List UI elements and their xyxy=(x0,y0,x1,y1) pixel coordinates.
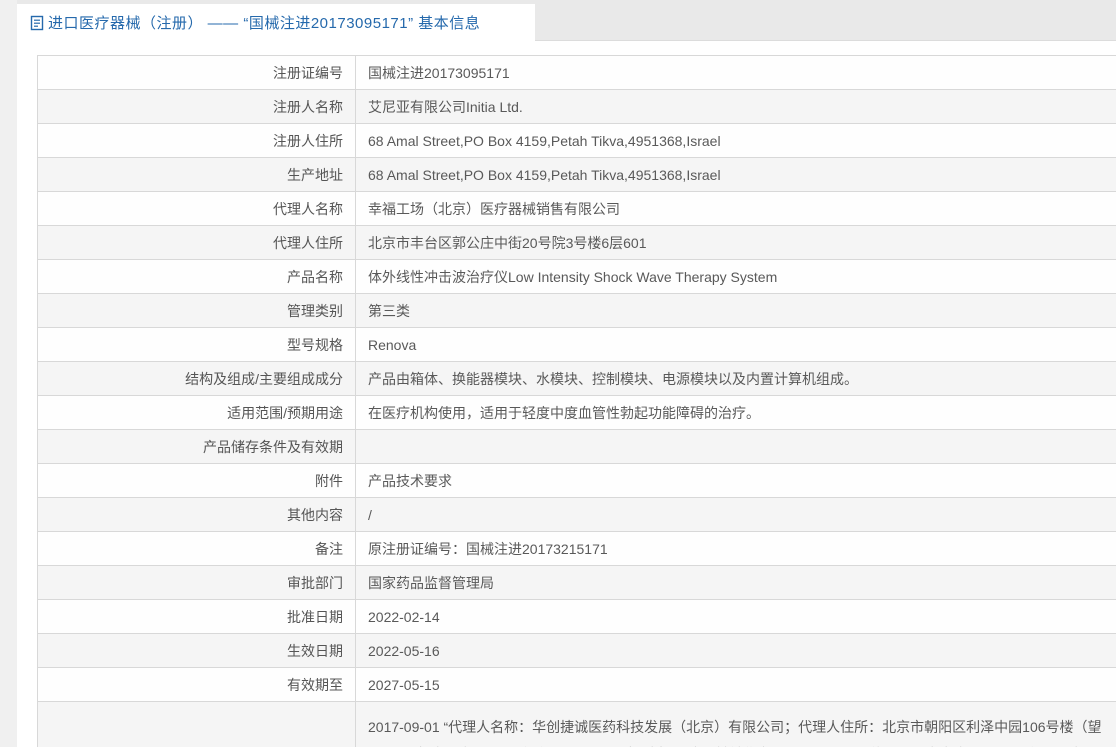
row-label: 产品储存条件及有效期 xyxy=(38,430,356,463)
page-title: 进口医疗器械（注册） —— “国械注进20173095171” 基本信息 xyxy=(48,15,481,32)
row-value: 产品由箱体、换能器模块、水模块、控制模块、电源模块以及内置计算机组成。 xyxy=(368,370,858,387)
table-row: 注册人住所 68 Amal Street,PO Box 4159,Petah T… xyxy=(38,124,1116,158)
table-row: 2017-09-01 “代理人名称：华创捷诚医药科技发展（北京）有限公司；代理人… xyxy=(38,702,1116,747)
table-row: 附件 产品技术要求 xyxy=(38,464,1116,498)
row-label: 其他内容 xyxy=(38,498,356,531)
row-value: 第三类 xyxy=(368,302,410,319)
table-row: 管理类别 第三类 xyxy=(38,294,1116,328)
row-label: 型号规格 xyxy=(38,328,356,361)
row-value: 幸福工场（北京）医疗器械销售有限公司 xyxy=(368,200,620,217)
row-label: 生效日期 xyxy=(38,634,356,667)
table-row: 批准日期 2022-02-14 xyxy=(38,600,1116,634)
row-value: 产品技术要求 xyxy=(368,472,452,489)
document-icon xyxy=(30,15,45,31)
table-row: 适用范围/预期用途 在医疗机构使用，适用于轻度中度血管性勃起功能障碍的治疗。 xyxy=(38,396,1116,430)
row-label xyxy=(38,702,356,747)
title-tab: 进口医疗器械（注册） —— “国械注进20173095171” 基本信息 xyxy=(17,4,535,41)
row-value: 2022-02-14 xyxy=(368,608,440,625)
table-row: 注册证编号 国械注进20173095171 xyxy=(38,56,1116,90)
table-row: 代理人名称 幸福工场（北京）医疗器械销售有限公司 xyxy=(38,192,1116,226)
row-value-line: 2017-09-01 “代理人名称：华创捷诚医药科技发展（北京）有限公司；代理人… xyxy=(368,719,1102,735)
table-row: 产品名称 体外线性冲击波治疗仪Low Intensity Shock Wave … xyxy=(38,260,1116,294)
row-label: 产品名称 xyxy=(38,260,356,293)
table-row: 生产地址 68 Amal Street,PO Box 4159,Petah Ti… xyxy=(38,158,1116,192)
row-value: 2022-05-16 xyxy=(368,642,440,659)
row-value: 68 Amal Street,PO Box 4159,Petah Tikva,4… xyxy=(368,166,721,183)
row-label: 结构及组成/主要组成成分 xyxy=(38,362,356,395)
table-row: 有效期至 2027-05-15 xyxy=(38,668,1116,702)
table-row: 备注 原注册证编号：国械注进20173215171 xyxy=(38,532,1116,566)
row-label: 附件 xyxy=(38,464,356,497)
row-label: 代理人名称 xyxy=(38,192,356,225)
row-label: 备注 xyxy=(38,532,356,565)
row-value: 体外线性冲击波治疗仪Low Intensity Shock Wave Thera… xyxy=(368,268,778,285)
table-row: 注册人名称 艾尼亚有限公司Initia Ltd. xyxy=(38,90,1116,124)
row-value: 艾尼亚有限公司Initia Ltd. xyxy=(368,98,523,115)
row-label: 注册人住所 xyxy=(38,124,356,157)
table-row: 结构及组成/主要组成成分 产品由箱体、换能器模块、水模块、控制模块、电源模块以及… xyxy=(38,362,1116,396)
content-panel: 注册证编号 国械注进20173095171 注册人名称 艾尼亚有限公司Initi… xyxy=(17,41,1116,747)
row-value: 68 Amal Street,PO Box 4159,Petah Tikva,4… xyxy=(368,132,721,149)
left-margin-strip xyxy=(0,0,17,747)
row-value: 在医疗机构使用，适用于轻度中度血管性勃起功能障碍的治疗。 xyxy=(368,404,760,421)
row-value: 北京市丰台区郭公庄中街20号院3号楼6层601 xyxy=(368,234,647,251)
row-label: 生产地址 xyxy=(38,158,356,191)
row-value: 2027-05-15 xyxy=(368,676,440,693)
row-label: 注册证编号 xyxy=(38,56,356,89)
row-value: 2017-09-01 “代理人名称：华创捷诚医药科技发展（北京）有限公司；代理人… xyxy=(356,702,1116,747)
table-row: 产品储存条件及有效期 xyxy=(38,430,1116,464)
row-value: Renova xyxy=(368,336,417,353)
main-area: 进口医疗器械（注册） —— “国械注进20173095171” 基本信息 注册证… xyxy=(17,0,1116,747)
row-label: 管理类别 xyxy=(38,294,356,327)
row-value-line: 区154号）”变更为“代理人名称：幸福工场（北京）医疗器械销售有限公司；代理人住… xyxy=(368,741,1110,747)
table-row: 型号规格 Renova xyxy=(38,328,1116,362)
row-value: / xyxy=(368,506,372,523)
table-row: 审批部门 国家药品监督管理局 xyxy=(38,566,1116,600)
row-value: 国械注进20173095171 xyxy=(368,64,510,81)
row-label: 代理人住所 xyxy=(38,226,356,259)
row-value: 国家药品监督管理局 xyxy=(368,574,494,591)
header-band: 进口医疗器械（注册） —— “国械注进20173095171” 基本信息 xyxy=(17,0,1116,41)
row-label: 注册人名称 xyxy=(38,90,356,123)
row-label: 审批部门 xyxy=(38,566,356,599)
row-label: 批准日期 xyxy=(38,600,356,633)
table-row: 其他内容 / xyxy=(38,498,1116,532)
registration-info-table: 注册证编号 国械注进20173095171 注册人名称 艾尼亚有限公司Initi… xyxy=(37,55,1116,747)
row-value xyxy=(356,430,1116,463)
table-row: 代理人住所 北京市丰台区郭公庄中街20号院3号楼6层601 xyxy=(38,226,1116,260)
row-value: 原注册证编号：国械注进20173215171 xyxy=(368,540,608,557)
row-label: 适用范围/预期用途 xyxy=(38,396,356,429)
table-row: 生效日期 2022-05-16 xyxy=(38,634,1116,668)
row-label: 有效期至 xyxy=(38,668,356,701)
